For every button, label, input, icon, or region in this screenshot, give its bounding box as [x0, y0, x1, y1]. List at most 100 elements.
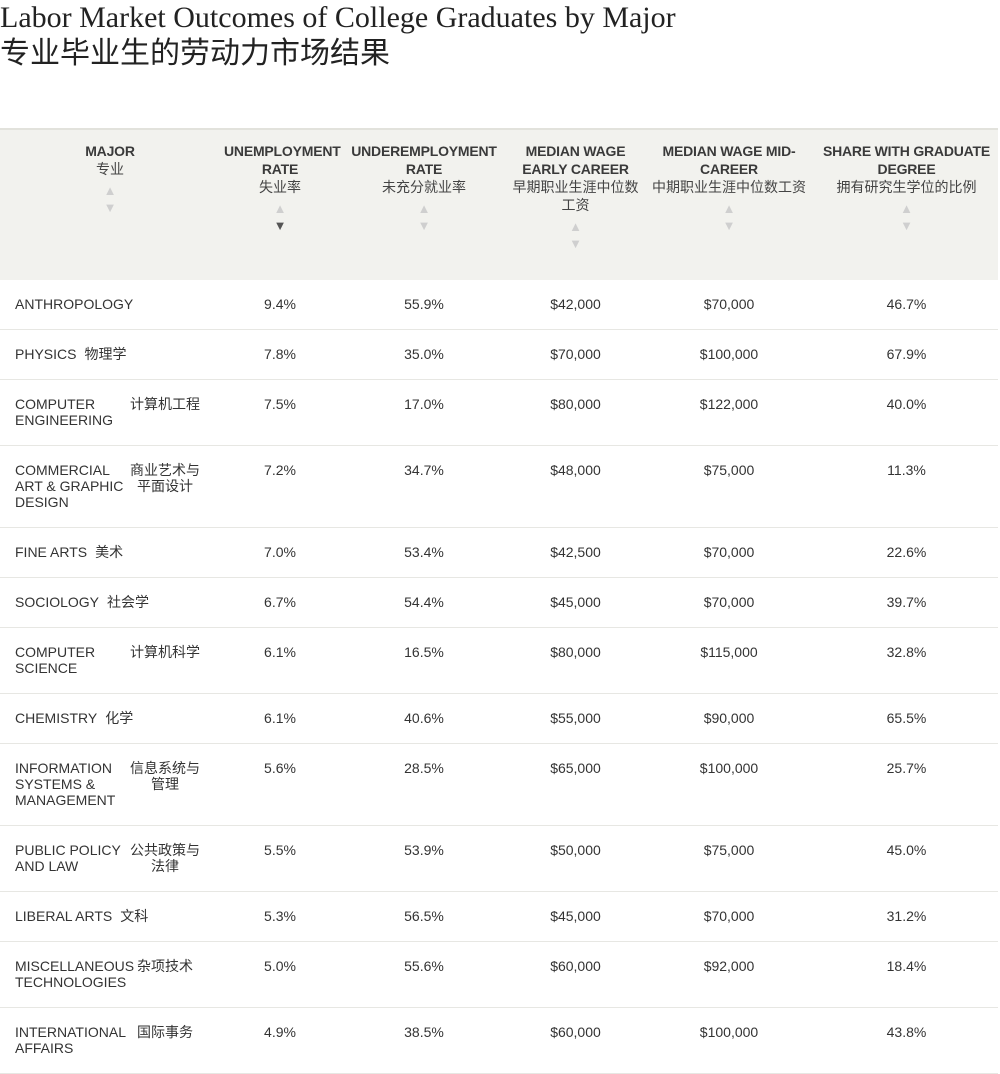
unemployment-cell: 5.6%	[220, 743, 340, 826]
column-header-label-zh: 专业	[96, 161, 124, 177]
table-row: COMMERCIAL ART & GRAPHIC DESIGN 商业艺术与平面设计…	[0, 445, 998, 528]
column-header-label-en: UNDEREMPLOYMENT RATE	[351, 143, 497, 177]
grad-share-cell: 32.8%	[815, 627, 998, 694]
column-header-label-zh: 早期职业生涯中位数工资	[512, 179, 639, 213]
major-cell: LIBERAL ARTS 文科	[0, 891, 220, 942]
major-name-en: COMPUTER SCIENCE	[15, 644, 96, 676]
sort-descending-icon[interactable]: ▼	[722, 218, 736, 233]
major-cell: INFORMATION SYSTEMS & MANAGEMENT 信息系统与管理	[0, 743, 220, 826]
wage-early-cell: $65,000	[508, 743, 643, 826]
title-chinese: 专业毕业生的劳动力市场结果	[0, 37, 390, 70]
unemployment-cell: 5.5%	[220, 825, 340, 892]
wage-mid-cell: $70,000	[643, 280, 815, 330]
column-header-label-en: MEDIAN WAGE MID-CAREER	[662, 143, 796, 177]
sort-ascending-icon[interactable]: ▲	[900, 201, 913, 216]
column-header-label-zh: 未充分就业率	[382, 179, 466, 195]
wage-early-cell: $45,000	[508, 577, 643, 628]
sort-descending-icon[interactable]: ▼	[900, 218, 913, 233]
column-header-median-wage-mid[interactable]: MEDIAN WAGE MID-CAREER 中期职业生涯中位数工资 ▲ ▼	[643, 129, 815, 280]
major-cell: PHYSICS 物理学	[0, 329, 220, 380]
major-name-zh: 信息系统与管理	[130, 760, 200, 792]
table-body: ANTHROPOLOGY 9.4% 55.9% $42,000 $70,000 …	[0, 280, 998, 1074]
wage-mid-cell: $100,000	[643, 743, 815, 826]
major-cell: COMPUTER ENGINEERING 计算机工程	[0, 379, 220, 446]
major-name-en: PHYSICS	[15, 346, 77, 362]
underemployment-cell: 17.0%	[340, 379, 508, 446]
underemployment-cell: 55.9%	[340, 280, 508, 330]
table-row: PHYSICS 物理学 7.8% 35.0% $70,000 $100,000 6…	[0, 329, 998, 380]
sort-ascending-icon[interactable]: ▲	[103, 183, 117, 198]
wage-early-cell: $70,000	[508, 329, 643, 380]
wage-mid-cell: $92,000	[643, 941, 815, 1008]
sort-ascending-icon[interactable]: ▲	[722, 201, 736, 216]
sort-control[interactable]: ▲ ▼	[819, 200, 994, 234]
sort-control[interactable]: ▲ ▼	[344, 200, 504, 234]
underemployment-cell: 38.5%	[340, 1007, 508, 1074]
table-row: CHEMISTRY 化学 6.1% 40.6% $55,000 $90,000 6…	[0, 693, 998, 744]
major-name-zh: 社会学	[107, 594, 150, 610]
major-name-zh: 商业艺术与平面设计	[130, 462, 200, 494]
underemployment-cell: 35.0%	[340, 329, 508, 380]
title-english: Labor Market Outcomes of College Graduat…	[0, 1, 676, 34]
major-name-zh: 国际事务	[137, 1024, 193, 1040]
column-header-label-zh: 中期职业生涯中位数工资	[652, 179, 806, 195]
major-name-zh: 计算机工程	[130, 396, 200, 412]
grad-share-cell: 31.2%	[815, 891, 998, 942]
underemployment-cell: 40.6%	[340, 693, 508, 744]
unemployment-cell: 6.1%	[220, 693, 340, 744]
underemployment-cell: 55.6%	[340, 941, 508, 1008]
table-row: SOCIOLOGY 社会学 6.7% 54.4% $45,000 $70,000 …	[0, 577, 998, 628]
underemployment-cell: 53.9%	[340, 825, 508, 892]
wage-mid-cell: $70,000	[643, 527, 815, 578]
wage-mid-cell: $100,000	[643, 329, 815, 380]
grad-share-cell: 22.6%	[815, 527, 998, 578]
column-header-label-zh: 失业率	[259, 179, 301, 195]
table-row: INTERNATIONAL AFFAIRS 国际事务 4.9% 38.5% $60…	[0, 1007, 998, 1074]
sort-control[interactable]: ▲ ▼	[4, 182, 216, 216]
major-name-zh: 计算机科学	[130, 644, 200, 660]
underemployment-cell: 34.7%	[340, 445, 508, 528]
column-header-unemployment-rate[interactable]: UNEMPLOYMENT RATE 失业率 ▲ ▼	[220, 129, 341, 280]
major-cell: COMMERCIAL ART & GRAPHIC DESIGN 商业艺术与平面设计	[0, 445, 220, 528]
major-name-zh: 美术	[95, 544, 124, 560]
sort-control[interactable]: ▲ ▼	[224, 200, 336, 234]
major-name-en: CHEMISTRY	[15, 710, 98, 726]
wage-early-cell: $80,000	[508, 379, 643, 446]
sort-descending-icon[interactable]: ▼	[103, 200, 117, 215]
sort-descending-icon-active[interactable]: ▼	[273, 218, 287, 233]
unemployment-cell: 5.3%	[220, 891, 340, 942]
majors-table: MAJOR 专业 ▲ ▼ UNEMPLOYMENT RATE 失业率 ▲ ▼ U…	[0, 128, 998, 1074]
column-header-label-en: SHARE WITH GRADUATE DEGREE	[822, 143, 991, 177]
sort-control[interactable]: ▲ ▼	[647, 200, 811, 234]
grad-share-cell: 65.5%	[815, 693, 998, 744]
sort-ascending-icon[interactable]: ▲	[569, 219, 582, 234]
column-header-underemployment-rate[interactable]: UNDEREMPLOYMENT RATE 未充分就业率 ▲ ▼	[340, 129, 508, 280]
sort-descending-icon[interactable]: ▼	[417, 218, 431, 233]
sort-control[interactable]: ▲ ▼	[512, 218, 639, 252]
underemployment-cell: 54.4%	[340, 577, 508, 628]
major-cell: INTERNATIONAL AFFAIRS 国际事务	[0, 1007, 220, 1074]
column-header-label-en: MAJOR	[85, 143, 135, 159]
underemployment-cell: 56.5%	[340, 891, 508, 942]
sort-ascending-icon[interactable]: ▲	[273, 201, 287, 216]
major-name-en: FINE ARTS	[15, 544, 88, 560]
major-cell: FINE ARTS 美术	[0, 527, 220, 578]
grad-share-cell: 45.0%	[815, 825, 998, 892]
column-header-median-wage-early[interactable]: MEDIAN WAGE EARLY CAREER 早期职业生涯中位数工资 ▲ ▼	[508, 129, 643, 280]
wage-mid-cell: $75,000	[643, 445, 815, 528]
unemployment-cell: 6.7%	[220, 577, 340, 628]
grad-share-cell: 46.7%	[815, 280, 998, 330]
sort-descending-icon[interactable]: ▼	[569, 236, 582, 251]
wage-mid-cell: $100,000	[643, 1007, 815, 1074]
sort-ascending-icon[interactable]: ▲	[417, 201, 431, 216]
underemployment-cell: 53.4%	[340, 527, 508, 578]
major-name-zh: 物理学	[84, 346, 127, 362]
table-row: ANTHROPOLOGY 9.4% 55.9% $42,000 $70,000 …	[0, 280, 998, 330]
column-header-label-en: UNEMPLOYMENT RATE	[224, 143, 341, 177]
column-header-major[interactable]: MAJOR 专业 ▲ ▼	[0, 129, 220, 280]
column-header-graduate-share[interactable]: SHARE WITH GRADUATE DEGREE 拥有研究生学位的比例 ▲ …	[815, 129, 998, 280]
grad-share-cell: 40.0%	[815, 379, 998, 446]
unemployment-cell: 7.0%	[220, 527, 340, 578]
major-name-en: PUBLIC POLICY AND LAW	[15, 842, 121, 874]
wage-mid-cell: $122,000	[643, 379, 815, 446]
